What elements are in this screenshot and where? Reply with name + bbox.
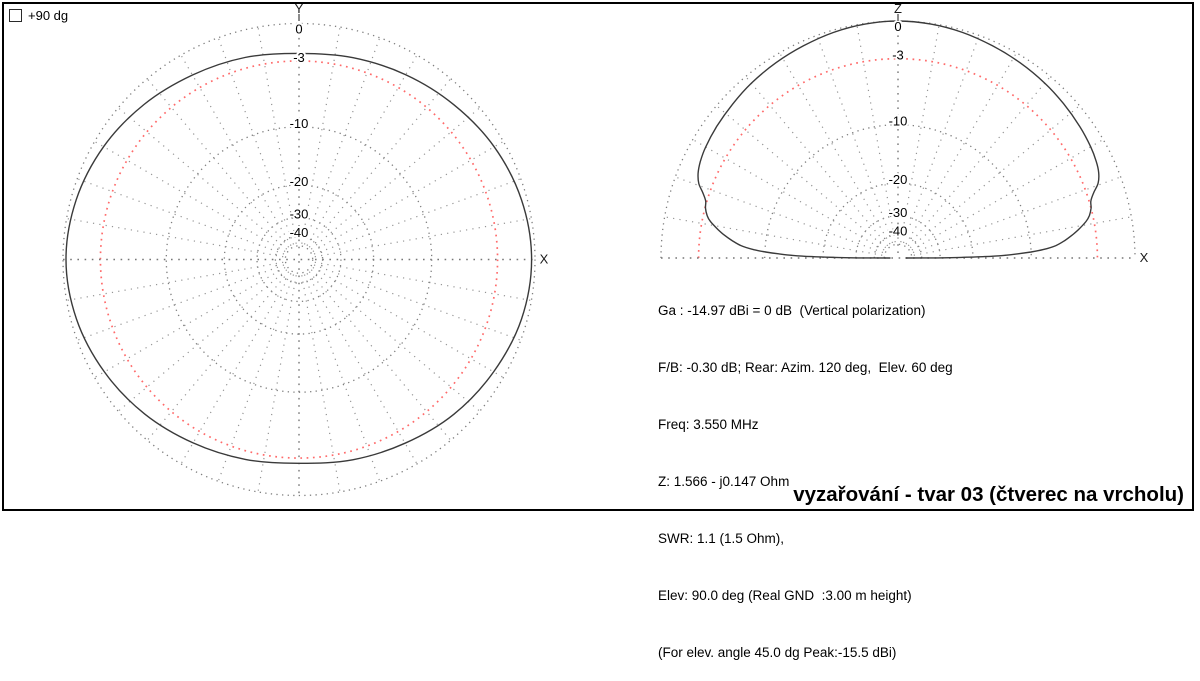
db-tick-label: -3 bbox=[293, 50, 305, 65]
radial-line bbox=[306, 273, 418, 464]
radial-line bbox=[909, 105, 1080, 249]
info-swr-line: SWR: 1.1 (1.5 Ohm), bbox=[658, 531, 785, 546]
axis-gridlines bbox=[63, 23, 535, 496]
radial-line bbox=[312, 141, 503, 253]
radial-line bbox=[907, 76, 1051, 247]
axis-label-right: X bbox=[540, 252, 549, 267]
info-fb-line: F/B: -0.30 dB; Rear: Azim. 120 deg, Elev… bbox=[658, 360, 953, 375]
radial-line bbox=[147, 79, 290, 248]
db-ring bbox=[660, 20, 1136, 259]
radial-line bbox=[77, 264, 285, 341]
info-elev-line: Elev: 90.0 deg (Real GND :3.00 m height) bbox=[658, 588, 912, 603]
radial-line bbox=[95, 266, 286, 378]
radial-line bbox=[308, 271, 451, 440]
radial-line bbox=[180, 55, 292, 246]
db-ring bbox=[165, 126, 433, 393]
axis-label-top: Z bbox=[894, 1, 902, 16]
radial-line bbox=[716, 105, 887, 249]
db-tick-label: -20 bbox=[290, 174, 309, 189]
total-gain-azimuth-curve bbox=[65, 52, 533, 464]
db-tick-labels: 0 -3 -10 -20 -30 -40 bbox=[288, 20, 311, 242]
db-tick-label: -10 bbox=[889, 114, 908, 129]
radial-line bbox=[310, 269, 480, 412]
radial-line bbox=[313, 264, 521, 341]
radial-line bbox=[816, 36, 894, 244]
radial-line bbox=[665, 216, 883, 256]
db-rings bbox=[62, 22, 536, 497]
info-freq-line: Freq: 3.550 MHz bbox=[658, 417, 759, 432]
radial-line bbox=[902, 36, 980, 244]
radial-line bbox=[257, 275, 297, 492]
azimuth-pattern-plot: 0 -3 -10 -20 -30 -40 Y X bbox=[62, 0, 550, 497]
radial-line bbox=[912, 176, 1120, 254]
radial-line bbox=[303, 38, 380, 245]
radial-line bbox=[308, 79, 451, 248]
radial-line bbox=[314, 261, 531, 301]
radial-line bbox=[745, 76, 889, 247]
db-ring bbox=[256, 216, 342, 303]
db-tick-labels: 0 -3 -10 -20 -30 -40 bbox=[887, 17, 910, 240]
plus90-checkbox[interactable] bbox=[9, 9, 22, 22]
info-z-line: Z: 1.566 - j0.147 Ohm bbox=[658, 474, 790, 489]
radial-line bbox=[118, 107, 288, 250]
db-ring bbox=[883, 243, 913, 259]
radial-line bbox=[856, 25, 896, 243]
db-tick-label: -30 bbox=[889, 205, 908, 220]
db-ring bbox=[822, 182, 974, 259]
radial-line bbox=[905, 53, 1017, 245]
plot-title: vyzařování - tvar 03 (čtverec na vrcholu… bbox=[793, 483, 1184, 506]
radial-line bbox=[218, 274, 295, 481]
radial-line bbox=[218, 38, 295, 245]
info-peak-line: (For elev. angle 45.0 dg Peak:-15.5 dBi) bbox=[658, 645, 897, 660]
radial-line bbox=[257, 27, 297, 244]
elevation-pattern-plot: 0 -3 -10 -20 -30 -40 Z X bbox=[660, 0, 1150, 267]
info-gain-line: Ga : -14.97 dBi = 0 dB (Vertical polariz… bbox=[658, 303, 926, 318]
radial-line bbox=[118, 269, 288, 412]
db-tick-label: 0 bbox=[295, 22, 302, 37]
radial-line bbox=[911, 139, 1103, 251]
db-rings bbox=[660, 20, 1136, 259]
radial-line bbox=[67, 261, 284, 301]
radial-line bbox=[779, 53, 891, 245]
radial-line bbox=[306, 55, 418, 246]
db-ring bbox=[62, 22, 536, 497]
db-tick-label: -40 bbox=[889, 223, 908, 238]
radial-gridlines bbox=[665, 25, 1131, 256]
radial-line bbox=[95, 141, 286, 253]
radial-line bbox=[314, 218, 531, 258]
radial-line bbox=[310, 107, 480, 250]
radial-line bbox=[301, 275, 341, 492]
radial-line bbox=[693, 139, 885, 251]
axis-label-top: Y bbox=[295, 1, 304, 16]
radial-line bbox=[900, 25, 940, 243]
radial-line bbox=[313, 178, 521, 255]
minus3db-ring bbox=[697, 58, 1099, 259]
db-ring bbox=[284, 245, 314, 274]
radial-line bbox=[67, 218, 284, 258]
db-tick-label: -3 bbox=[892, 48, 904, 63]
radial-line bbox=[303, 274, 380, 481]
radial-gridlines bbox=[67, 27, 531, 492]
result-info-panel: Ga : -14.97 dBi = 0 dB (Vertical polariz… bbox=[658, 263, 953, 681]
radial-line bbox=[77, 178, 285, 255]
plus90-checkbox-label: +90 dg bbox=[28, 8, 69, 23]
db-tick-label: -40 bbox=[290, 225, 309, 240]
db-tick-label: -30 bbox=[290, 207, 309, 222]
radial-line bbox=[312, 266, 503, 378]
axis-label-right: X bbox=[1140, 250, 1149, 265]
radial-line bbox=[180, 273, 292, 464]
radiation-plots: 0 -3 -10 -20 -30 -40 Y X 0 -3 -10 -20 -30 -40 Z X bbox=[62, 0, 1150, 497]
plus90-control: +90 dg bbox=[9, 8, 68, 23]
db-tick-label: -20 bbox=[889, 172, 908, 187]
radial-line bbox=[676, 176, 884, 254]
db-tick-label: -10 bbox=[290, 116, 309, 131]
db-tick-label: 0 bbox=[894, 19, 901, 34]
radial-line bbox=[147, 271, 290, 440]
minus3db-ring bbox=[99, 60, 499, 459]
radial-line bbox=[301, 27, 341, 244]
